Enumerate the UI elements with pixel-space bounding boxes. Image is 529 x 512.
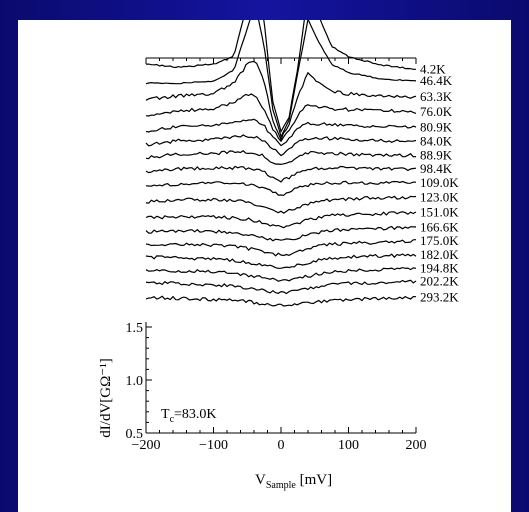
x-tick-label: 0 [278, 438, 285, 453]
spectrum-curve [145, 20, 417, 139]
temperature-label: 80.9K [420, 120, 453, 135]
temperature-label: 151.0K [420, 205, 459, 220]
spectrum-curve [145, 60, 417, 142]
spectrum-curve [145, 239, 417, 257]
slide-content-panel: −200 −100 0 100 200 0.5 1.0 1.5 4.2K 46.4K 63.3K… [18, 20, 511, 512]
x-axis-title: VSample [mV] [255, 472, 332, 491]
spectrum-curve [145, 20, 416, 134]
spectrum-curve [145, 211, 417, 229]
temperature-label: 84.0K [420, 134, 453, 149]
spectrum-curve [145, 118, 417, 147]
spectrum-curve [145, 195, 417, 214]
y-axis: 0.5 1.0 1.5 [126, 321, 152, 442]
plot-frame [145, 57, 416, 434]
x-tick-label: 100 [338, 438, 359, 453]
temperature-label: 175.0K [420, 233, 459, 248]
temperature-label: 166.6K [420, 219, 459, 234]
x-tick-label: −200 [132, 438, 161, 453]
y-tick-label: 1.0 [126, 374, 144, 389]
y-tick-label: 1.5 [126, 321, 144, 336]
tc-annotation: Tc=83.0K [161, 407, 217, 425]
temperature-label: 123.0K [420, 190, 459, 205]
x-axis: −200 −100 0 100 200 [132, 427, 427, 453]
temperature-labels: 4.2K46.4K63.3K76.0K80.9K84.0K88.9K98.4K1… [420, 61, 459, 304]
temperature-label: 293.2K [420, 289, 459, 304]
spectrum-curve [145, 165, 417, 183]
x-tick-label: −100 [199, 438, 228, 453]
temperature-label: 194.8K [420, 261, 459, 276]
spectra-curves [145, 20, 417, 307]
spectrum-curve [145, 266, 417, 282]
temperature-label: 182.0K [420, 247, 459, 262]
temperature-label: 202.2K [420, 273, 459, 288]
temperature-label: 4.2K [420, 61, 446, 76]
temperature-label: 88.9K [420, 147, 453, 162]
spectrum-curve [145, 225, 416, 242]
temperature-label: 63.3K [420, 89, 453, 104]
top-axis-ticks [145, 58, 417, 64]
temperature-label: 98.4K [420, 161, 453, 176]
y-axis-title: dI/dV[GΩ⁻¹] [98, 358, 114, 437]
spectrum-curve [145, 150, 417, 166]
stm-spectra-figure: −200 −100 0 100 200 0.5 1.0 1.5 4.2K46.4K63.3K… [98, 20, 459, 491]
y-tick-label: 0.5 [126, 427, 144, 442]
x-tick-label: 200 [406, 438, 427, 453]
temperature-label: 46.4K [420, 73, 453, 88]
spectrum-curve [145, 279, 417, 295]
spectrum-curve [145, 180, 417, 196]
spectrum-curve [145, 134, 417, 157]
temperature-label: 76.0K [420, 104, 453, 119]
spectrum-curve [145, 295, 417, 307]
spectrum-curve [145, 93, 417, 143]
temperature-label: 109.0K [420, 175, 459, 190]
spectrum-curve [145, 253, 417, 269]
